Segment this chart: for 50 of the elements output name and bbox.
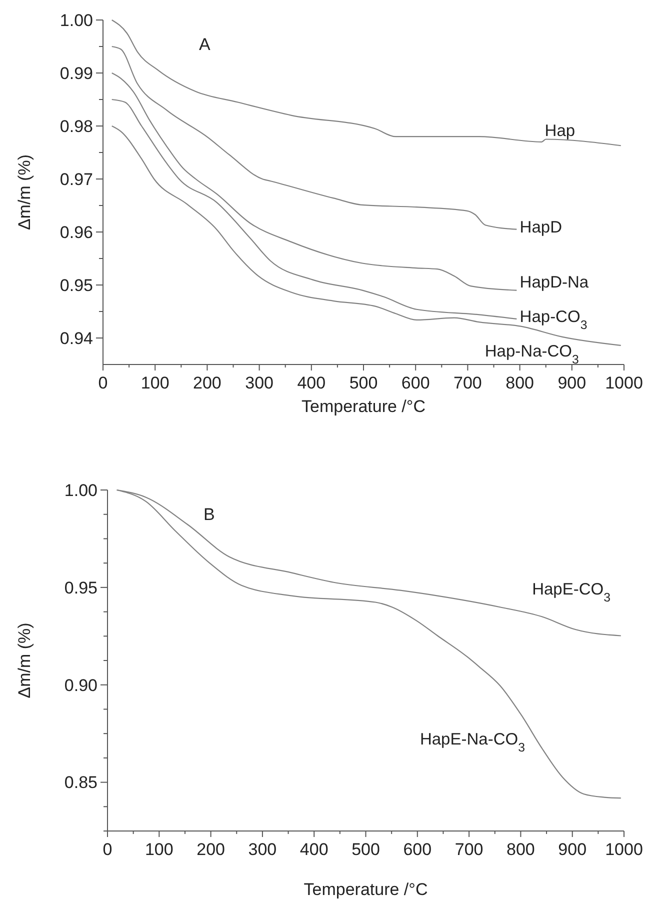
series-label: Hap-Na-CO$_{3}$ (484, 342, 579, 366)
x-tick-label: 400 (300, 840, 328, 859)
x-tick-label: 1000 (605, 840, 643, 859)
y-tick-label: 0.90 (64, 676, 98, 695)
x-tick-label: 700 (454, 374, 482, 392)
y-tick-label: 0.95 (60, 276, 93, 295)
x-tick-label: 600 (403, 840, 432, 859)
line-series (111, 72, 518, 291)
x-tick-label: 500 (352, 840, 380, 859)
y-tick-label: 0.95 (64, 578, 98, 598)
x-tick-label: 300 (245, 374, 274, 392)
x-tick-label: 200 (196, 840, 225, 859)
x-tick-label: 500 (349, 374, 378, 392)
line-series (111, 19, 622, 146)
x-tick-label: 1000 (605, 374, 643, 392)
text: B (204, 505, 215, 524)
y-tick-label: 0.85 (64, 773, 98, 792)
x-tick-label: 400 (297, 374, 326, 392)
x-tick-label: 200 (193, 374, 222, 392)
y-tick-label: 0.94 (60, 328, 93, 348)
y-tick-label: 0.97 (60, 170, 93, 189)
text: A (199, 35, 211, 54)
x-tick-label: 900 (558, 374, 586, 392)
series-label: HapD (520, 218, 562, 236)
x-tick-label: 800 (506, 840, 535, 859)
x-tick-label: 100 (140, 374, 170, 392)
y-tick-label: 1.00 (60, 10, 93, 30)
x-tick-label: 800 (506, 374, 534, 392)
x-tick-label: 100 (144, 840, 174, 859)
x-tick-label: 700 (454, 840, 484, 859)
line-series (111, 125, 622, 346)
x-tick-label: 600 (401, 374, 430, 392)
y-axis-title: Δm/m (%) (15, 622, 34, 698)
series-label: Hap-CO$_{3}$ (520, 308, 588, 332)
x-tick-label: 0 (98, 374, 108, 392)
x-axis-title: Temperature /°C (302, 397, 426, 416)
x-tick-label: 300 (248, 840, 277, 859)
series-label: HapD-Na (520, 274, 590, 292)
y-tick-label: 0.96 (60, 222, 93, 242)
y-tick-label: 0.98 (60, 116, 93, 136)
series-label: HapE-Na-CO$_{3}$ (420, 730, 526, 755)
x-tick-label: 900 (558, 840, 587, 859)
x-axis-title: Temperature /°C (304, 880, 428, 899)
line-series (111, 98, 518, 320)
series-label: Hap (544, 122, 576, 140)
y-tick-label: 1.00 (64, 480, 98, 500)
y-tick-label: 0.99 (60, 64, 93, 83)
y-axis-title: Δm/m (%) (15, 154, 34, 230)
series-label: HapE-CO$_{3}$ (532, 580, 611, 605)
x-tick-label: 0 (102, 840, 112, 859)
